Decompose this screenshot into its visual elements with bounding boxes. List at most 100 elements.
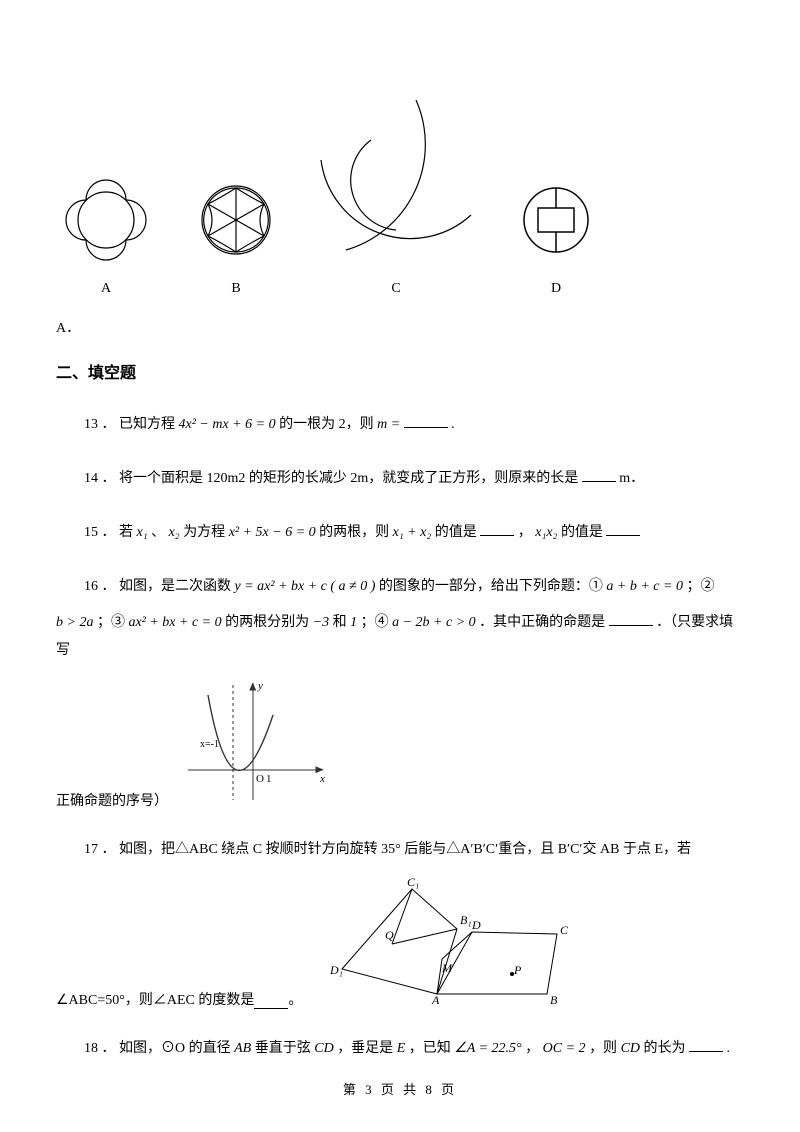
q15-num: 15 ．: [84, 525, 116, 540]
q17-blank: [254, 995, 288, 1009]
q15-blank1: [480, 522, 514, 536]
q18-cd: CD: [314, 1041, 333, 1056]
q15-comma: ，: [518, 525, 532, 540]
q16-r1: −3: [313, 615, 329, 630]
q13-tail: .: [451, 417, 455, 432]
option-a: A: [56, 170, 156, 297]
q13-eq: 4x² − mx + 6 = 0: [179, 417, 276, 432]
option-b: B: [186, 170, 286, 297]
q18-cd2: CD: [621, 1041, 640, 1056]
section-title: 二、填空题: [56, 359, 744, 383]
q16-xlabel: x: [319, 773, 325, 785]
q17-c: 。: [288, 989, 302, 1009]
q18-f: ，则: [589, 1041, 617, 1056]
q16-p4: a − 2b + c > 0: [392, 615, 476, 630]
q15-c: 的两根，则: [319, 525, 389, 540]
q18-tail: .: [727, 1041, 731, 1056]
svg-text:D₁: D₁: [329, 963, 343, 977]
question-17-line2: ∠ABC=50°，则∠AEC 的度数是 。 C₁ B₁ Q D C D₁ M: [56, 874, 744, 1009]
option-c: C: [316, 100, 476, 297]
q13-blank: [404, 414, 448, 428]
question-16-line3: 正确命题的序号） O 1 x y x=-1: [56, 675, 744, 810]
figure-c: [316, 100, 476, 270]
q18-d: ，已知: [409, 1041, 451, 1056]
q18-oc: OC = 2: [543, 1041, 586, 1056]
question-13: 13 ． 已知方程 4x² − mx + 6 = 0 的一根为 2，则 m = …: [56, 411, 744, 439]
q13-mid: 的一根为 2，则: [279, 417, 374, 432]
q16-j: 正确命题的序号）: [56, 790, 168, 810]
q15-d: 的值是: [435, 525, 477, 540]
q18-a: 如图，⊙O 的直径: [119, 1041, 231, 1056]
q18-e: E: [397, 1041, 406, 1056]
q16-ylabel: y: [257, 680, 263, 692]
q15-x1: x₁: [137, 525, 148, 540]
answer-a: A．: [56, 317, 744, 337]
svg-text:M: M: [441, 961, 453, 975]
q17-b: ∠ABC=50°，则∠AEC 的度数是: [56, 989, 254, 1009]
q16-graph: O 1 x y x=-1: [178, 675, 328, 810]
option-c-label: C: [316, 281, 476, 297]
question-14: 14 ． 将一个面积是 120m2 的矩形的长减少 2m，就变成了正方形，则原来…: [56, 465, 744, 493]
q18-num: 18 ．: [84, 1041, 116, 1056]
q14-blank: [582, 468, 616, 482]
q15-sum: x₁ + x₂: [393, 525, 432, 540]
q16-p3: ax² + bx + c = 0: [128, 615, 221, 630]
q17-num: 17 ．: [84, 842, 116, 857]
question-16: 16 ． 如图，是二次函数 y = ax² + bx + c ( a ≠ 0 )…: [56, 573, 744, 601]
svg-text:B: B: [550, 993, 558, 1004]
q16-xline: x=-1: [200, 739, 219, 750]
q14-b: m．: [619, 471, 644, 486]
q15-sep: 、: [151, 525, 165, 540]
q16-tick1: 1: [266, 773, 272, 785]
question-16-line2: b > 2a ；③ ax² + bx + c = 0 的两根分别为 −3 和 1…: [56, 609, 744, 665]
q16-fn: y = ax² + bx + c ( a ≠ 0 ): [235, 579, 376, 594]
q16-a: 如图，是二次函数: [119, 579, 231, 594]
svg-text:A: A: [431, 993, 440, 1004]
page-footer: 第 3 页 共 8 页: [0, 1079, 800, 1098]
svg-text:Q: Q: [385, 928, 394, 942]
option-figures: A B C: [56, 100, 744, 297]
q13-pre: 已知方程: [119, 417, 175, 432]
q15-blank2: [606, 522, 640, 536]
option-d: D: [506, 170, 606, 297]
q13-var: m =: [377, 417, 400, 432]
svg-text:B₁: B₁: [460, 913, 472, 927]
q16-d: ；③: [97, 615, 125, 630]
q14-a: 将一个面积是 120m2 的矩形的长减少 2m，就变成了正方形，则原来的长是: [119, 471, 578, 486]
q16-p2: b > 2a: [56, 615, 93, 630]
q18-blank: [689, 1038, 723, 1052]
svg-text:C₁: C₁: [407, 875, 419, 889]
option-a-label: A: [56, 281, 156, 297]
svg-text:D: D: [471, 918, 481, 932]
q16-p1: a + b + c = 0: [606, 579, 683, 594]
question-18: 18 ． 如图，⊙O 的直径 AB 垂直于弦 CD ，垂足是 E ，已知 ∠A …: [56, 1035, 744, 1063]
q16-b: 的图象的一部分，给出下列命题：①: [379, 579, 603, 594]
q13-num: 13 ．: [84, 417, 116, 432]
q16-e: 的两根分别为: [225, 615, 309, 630]
q16-g: ；④: [361, 615, 389, 630]
q18-b: 垂直于弦: [255, 1041, 311, 1056]
q16-origin-label: O: [256, 773, 264, 785]
q16-blank: [609, 612, 653, 626]
q15-a: 若: [119, 525, 133, 540]
q15-b: 为方程: [183, 525, 225, 540]
q18-ab: AB: [234, 1041, 251, 1056]
q15-e: 的值是: [561, 525, 603, 540]
q17-a: 如图，把△ABC 绕点 C 按顺时针方向旋转 35° 后能与△A′B′C′重合，…: [119, 842, 691, 857]
q15-x2: x₂: [169, 525, 180, 540]
q16-c: ；②: [686, 579, 714, 594]
q16-num: 16 ．: [84, 579, 116, 594]
q16-f: 和: [333, 615, 347, 630]
q16-h: ．其中正确的命题是: [479, 615, 605, 630]
figure-d: [506, 170, 606, 270]
q14-num: 14 ．: [84, 471, 116, 486]
question-17: 17 ． 如图，把△ABC 绕点 C 按顺时针方向旋转 35° 后能与△A′B′…: [56, 836, 744, 864]
q15-prod: x₁x₂: [535, 525, 557, 540]
figure-a: [56, 170, 156, 270]
svg-text:P: P: [513, 963, 522, 977]
figure-b: [186, 170, 286, 270]
svg-text:C: C: [560, 923, 569, 937]
option-d-label: D: [506, 281, 606, 297]
q18-g: 的长为: [644, 1041, 686, 1056]
q17-figure: C₁ B₁ Q D C D₁ M P A B: [322, 874, 572, 1009]
